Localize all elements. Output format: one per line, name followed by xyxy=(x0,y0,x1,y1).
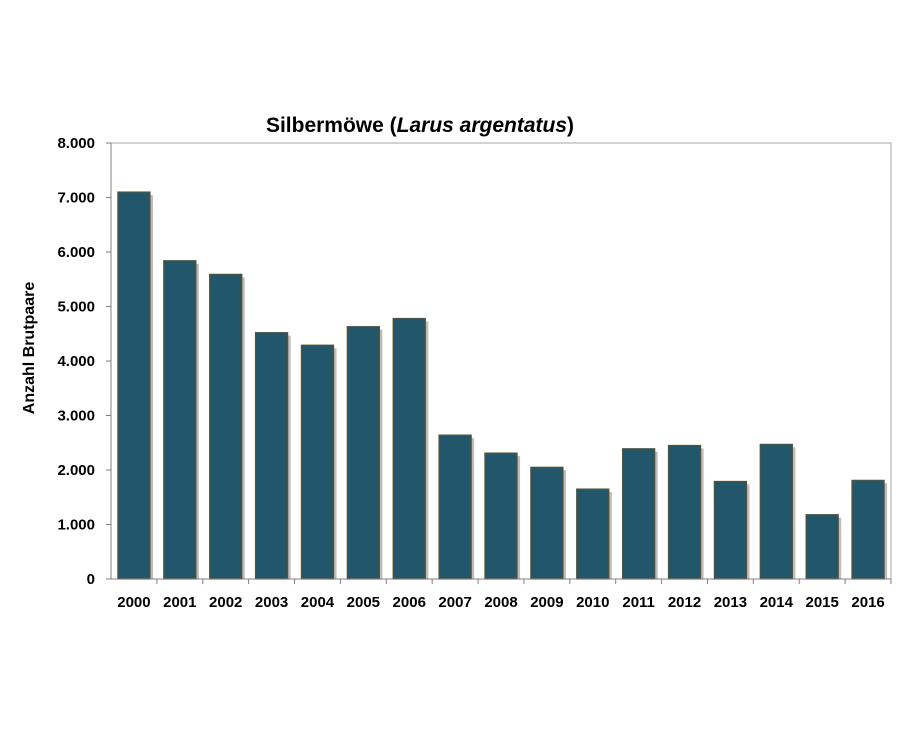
x-tick-label: 2010 xyxy=(576,594,609,611)
bar-2008 xyxy=(484,452,518,580)
bar-2004 xyxy=(300,344,335,580)
bar-2005 xyxy=(346,326,381,580)
x-tick-label: 2016 xyxy=(851,594,884,611)
y-axis-label: Anzahl Brutpaare xyxy=(21,282,38,415)
bar-2009 xyxy=(530,466,564,580)
y-tick-label: 3.000 xyxy=(57,408,95,425)
x-tick-label: 2006 xyxy=(393,594,426,611)
bar-2006 xyxy=(392,317,426,580)
x-axis-ticks: 2000 2001 2002 2003 2004 2005 2006 2007 2008 2009… xyxy=(117,579,892,611)
bar-2001 xyxy=(163,260,197,580)
bar-2015 xyxy=(805,514,839,580)
bar-2016 xyxy=(851,479,885,580)
x-tick-label: 2011 xyxy=(622,594,655,611)
chart-title: Silbermöwe (Larus argentatus) xyxy=(266,114,574,137)
bar-2013 xyxy=(713,480,748,580)
x-tick-label: 2005 xyxy=(347,594,380,611)
y-axis-ticks: 0 1.000 2.000 3.000 4.000 5.000 6.000 7.000 8.00… xyxy=(57,135,111,588)
x-tick-label: 2007 xyxy=(438,594,471,611)
bar-2014 xyxy=(759,443,793,580)
y-tick-label: 6.000 xyxy=(57,244,95,261)
x-tick-label: 2003 xyxy=(255,594,288,611)
x-tick-label: 2015 xyxy=(805,594,838,611)
y-tick-label: 1.000 xyxy=(57,517,95,534)
y-tick-label: 5.000 xyxy=(57,299,95,316)
y-tick-label: 2.000 xyxy=(57,462,95,479)
bar-2003 xyxy=(254,332,289,580)
bar-2010 xyxy=(576,488,610,580)
x-tick-label: 2001 xyxy=(163,594,196,611)
x-tick-label: 2014 xyxy=(760,594,794,611)
bar-2011 xyxy=(621,448,656,580)
x-tick-label: 2009 xyxy=(530,594,563,611)
y-tick-label: 8.000 xyxy=(57,135,95,152)
x-tick-label: 2008 xyxy=(484,594,517,611)
x-tick-label: 2000 xyxy=(117,594,150,611)
x-tick-label: 2013 xyxy=(714,594,747,611)
y-tick-label: 7.000 xyxy=(57,190,95,207)
x-tick-label: 2012 xyxy=(668,594,701,611)
y-tick-label: 4.000 xyxy=(57,353,95,370)
bar-2007 xyxy=(438,434,472,580)
bar-2000 xyxy=(117,191,151,580)
bar-2012 xyxy=(667,444,702,580)
bar-2002 xyxy=(209,273,243,580)
y-tick-label: 0 xyxy=(87,571,95,588)
x-tick-label: 2002 xyxy=(209,594,242,611)
bar-series xyxy=(117,191,888,580)
x-tick-label: 2004 xyxy=(301,594,335,611)
